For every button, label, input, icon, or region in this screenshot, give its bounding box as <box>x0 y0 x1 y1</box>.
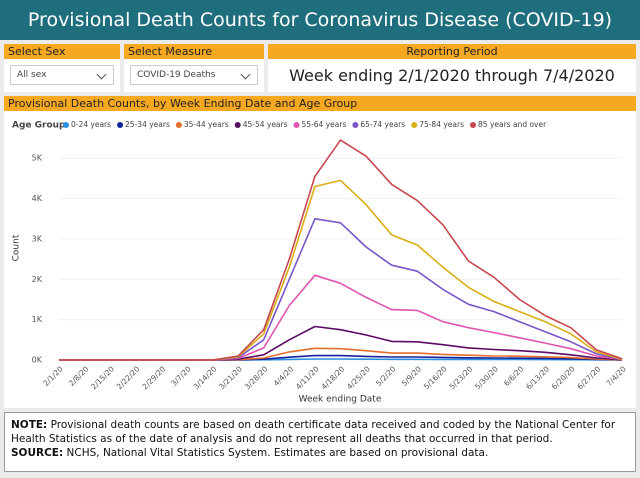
note-label: NOTE: <box>11 419 48 431</box>
legend-label: 55-64 years <box>302 120 347 129</box>
source-text: NCHS, National Vital Statistics System. … <box>66 447 489 459</box>
series-line <box>59 218 623 361</box>
series-line <box>59 179 623 361</box>
chart: Age Group Week ending Date Count 0K 1K 2K 3… <box>12 120 628 405</box>
legend-swatch <box>411 122 418 128</box>
sex-dropdown[interactable]: All sex <box>10 65 114 85</box>
x-tick-label: 5/9/20 <box>400 364 424 388</box>
reporting-period: Reporting Period Week ending 2/1/2020 th… <box>268 44 636 92</box>
y-tick-label: 4K <box>32 194 43 203</box>
x-tick-label: 6/13/20 <box>524 364 551 391</box>
x-tick-label: 5/23/20 <box>447 364 474 391</box>
legend-swatch <box>175 122 182 128</box>
x-axis-label: Week ending Date <box>299 395 382 405</box>
measure-filter: Select Measure COVID-19 Deaths <box>124 44 264 92</box>
y-tick-label: 3K <box>32 234 43 243</box>
x-tick-label: 5/30/20 <box>473 364 500 391</box>
legend-swatch <box>234 122 241 128</box>
legend-title: Age Group <box>12 121 66 131</box>
legend-label: 35-44 years <box>184 120 229 129</box>
x-tick-label: 4/11/20 <box>294 364 321 391</box>
measure-dropdown[interactable]: COVID-19 Deaths <box>130 65 258 85</box>
x-tick-label: 4/25/20 <box>345 364 372 391</box>
x-tick-label: 5/2/20 <box>374 364 398 388</box>
y-tick-label: 1K <box>32 315 43 324</box>
legend-label: 65-74 years <box>360 120 405 129</box>
x-tick-label: 7/4/20 <box>604 364 628 388</box>
period-value: Week ending 2/1/2020 through 7/4/2020 <box>289 66 615 85</box>
x-tick-label: 6/6/20 <box>502 364 526 388</box>
x-tick-label: 4/18/20 <box>320 364 347 391</box>
x-tick-label: 2/22/20 <box>115 364 142 391</box>
x-tick-label: 6/27/20 <box>575 364 602 391</box>
legend-label: 0-24 years <box>71 120 111 129</box>
y-tick-label: 2K <box>32 275 43 284</box>
x-tick-label: 4/4/20 <box>272 364 296 388</box>
x-tick-label: 3/28/20 <box>243 364 270 391</box>
chart-title: Provisional Death Counts, by Week Ending… <box>4 96 636 111</box>
source: SOURCE: NCHS, National Vital Statistics … <box>11 446 629 460</box>
x-tick-label: 2/29/20 <box>140 364 167 391</box>
legend-label: 45-54 years <box>243 120 288 129</box>
x-tick-label: 2/15/20 <box>89 364 116 391</box>
filter-label: Select Measure <box>124 44 264 59</box>
y-tick-label: 5K <box>32 154 43 163</box>
legend-swatch <box>470 122 477 128</box>
legend-label: 85 years and over <box>478 120 547 129</box>
legend-swatch <box>293 122 300 128</box>
legend-swatch <box>352 122 359 128</box>
series-line <box>59 274 623 361</box>
source-label: SOURCE: <box>11 447 64 459</box>
x-tick-label: 3/21/20 <box>217 364 244 391</box>
x-tick-label: 3/14/20 <box>192 364 219 391</box>
series-line <box>59 139 623 361</box>
x-tick-label: 3/7/20 <box>169 364 193 388</box>
y-axis-label: Count <box>12 234 22 261</box>
filter-label: Select Sex <box>4 44 120 59</box>
x-tick-label: 6/20/20 <box>550 364 577 391</box>
legend-swatch <box>117 122 124 128</box>
header-title: Provisional Death Counts for Coronavirus… <box>0 0 640 40</box>
note-text: Provisional death counts are based on de… <box>11 419 616 445</box>
dropdown-value: All sex <box>17 70 47 80</box>
legend-label: 75-84 years <box>419 120 464 129</box>
note: NOTE: Provisional death counts are based… <box>11 418 629 446</box>
sex-filter: Select Sex All sex <box>4 44 120 92</box>
y-tick-label: 0K <box>32 356 43 365</box>
period-label: Reporting Period <box>268 44 636 59</box>
legend-label: 25-34 years <box>125 120 170 129</box>
legend-swatch <box>63 122 69 128</box>
dropdown-value: COVID-19 Deaths <box>137 70 216 80</box>
x-tick-label: 2/8/20 <box>67 364 91 388</box>
note-box: NOTE: Provisional death counts are based… <box>4 412 636 472</box>
x-tick-label: 5/16/20 <box>422 364 449 391</box>
x-tick-label: 2/1/20 <box>41 364 65 388</box>
